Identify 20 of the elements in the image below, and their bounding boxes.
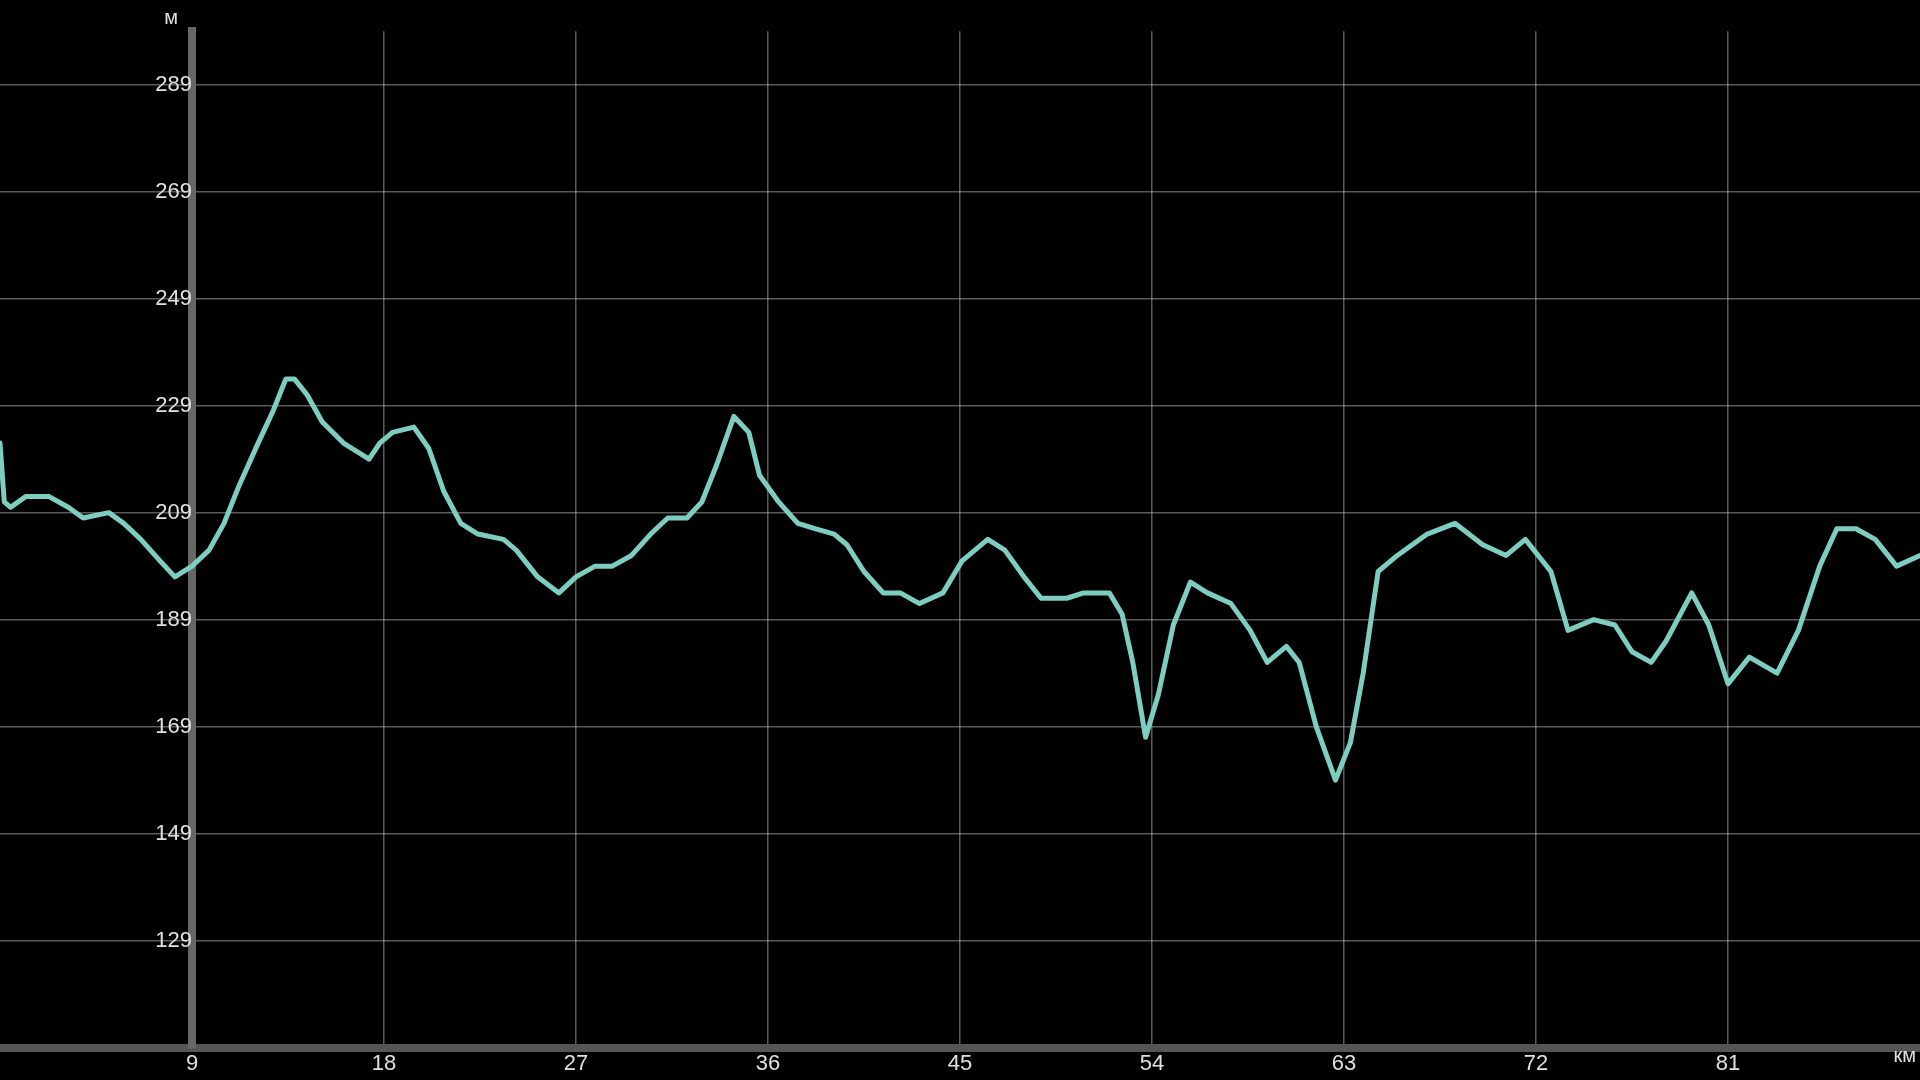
x-axis-title: км <box>1893 1043 1916 1066</box>
x-tick-label: 36 <box>755 1049 781 1075</box>
y-tick-label: 269 <box>155 177 192 203</box>
x-tick-label: 18 <box>371 1049 397 1075</box>
y-tick-label: 249 <box>155 284 192 310</box>
x-tick-label: 45 <box>947 1049 973 1075</box>
y-tick-label: 189 <box>155 605 192 631</box>
y-tick-label: 229 <box>155 391 192 417</box>
y-tick-label: 149 <box>155 819 192 845</box>
y-axis-title: м <box>164 5 178 28</box>
y-tick-label: 129 <box>155 926 192 952</box>
x-tick-label: 81 <box>1715 1049 1741 1075</box>
y-tick-label: 169 <box>155 712 192 738</box>
x-tick-label: 63 <box>1331 1049 1357 1075</box>
x-tick-label: 9 <box>185 1049 199 1075</box>
x-tick-label: 72 <box>1523 1049 1549 1075</box>
x-tick-label: 27 <box>563 1049 589 1075</box>
y-tick-label: 289 <box>155 70 192 96</box>
x-tick-label: 54 <box>1139 1049 1165 1075</box>
y-tick-label: 209 <box>155 498 192 524</box>
